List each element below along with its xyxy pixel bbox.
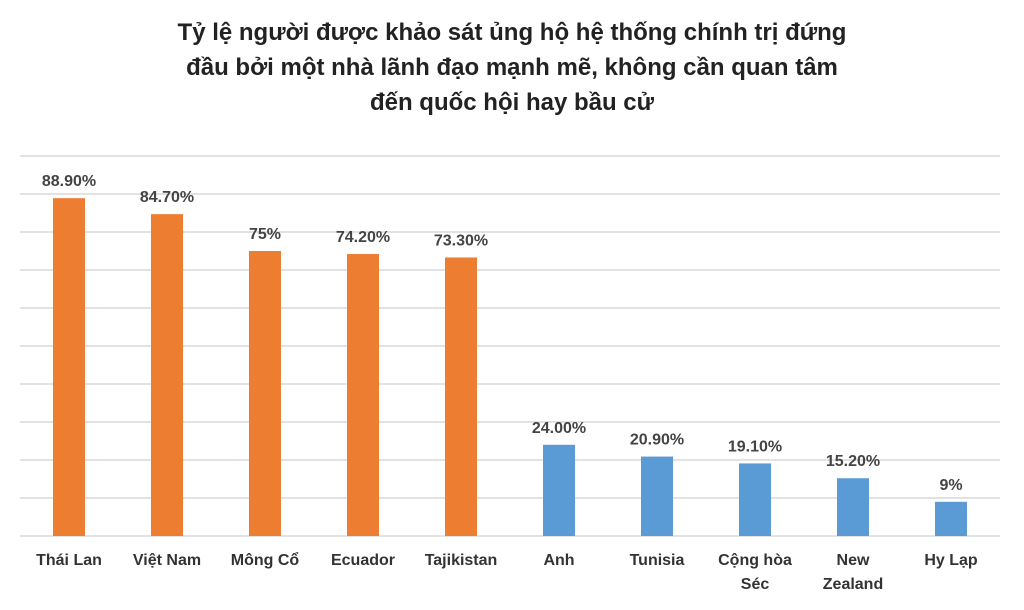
bar <box>53 198 85 536</box>
bar <box>151 214 183 536</box>
chart-title: đến quốc hội hay bầu cử <box>370 89 655 116</box>
data-label: 88.90% <box>42 173 96 190</box>
bar <box>445 257 477 536</box>
bar <box>347 254 379 537</box>
x-tick-label: Hy Lạp <box>924 552 978 569</box>
x-tick-label: Việt Nam <box>132 552 202 569</box>
chart-title: Tỷ lệ người được khảo sát ủng hộ hệ thốn… <box>178 19 847 46</box>
data-label: 74.20% <box>336 229 390 246</box>
bar <box>249 251 281 536</box>
data-label: 20.90% <box>630 432 684 449</box>
data-label: 19.10% <box>728 438 782 455</box>
data-label: 84.70% <box>140 189 194 206</box>
bar <box>641 456 673 536</box>
data-label: 15.20% <box>826 453 880 470</box>
data-label: 75% <box>249 226 281 243</box>
data-label: 73.30% <box>434 232 488 249</box>
data-label: 24.00% <box>532 420 586 437</box>
bar <box>739 463 771 536</box>
x-tick-label: Tunisia <box>629 552 685 569</box>
bar <box>837 478 869 536</box>
chart-title: đầu bởi một nhà lãnh đạo mạnh mẽ, không … <box>186 54 838 81</box>
data-label: 9% <box>939 477 962 494</box>
x-tick-label: Mông Cổ <box>230 552 300 569</box>
x-tick-label: Cộng hòa Séc <box>718 552 792 593</box>
x-tick-label: Tajikistan <box>424 552 498 569</box>
x-tick-label: Anh <box>543 552 575 569</box>
x-tick-label: New Zealand <box>822 552 884 593</box>
bar <box>935 501 967 536</box>
bar <box>543 444 575 536</box>
x-tick-label: Ecuador <box>330 552 395 569</box>
x-tick-label: Thái Lan <box>36 552 102 569</box>
